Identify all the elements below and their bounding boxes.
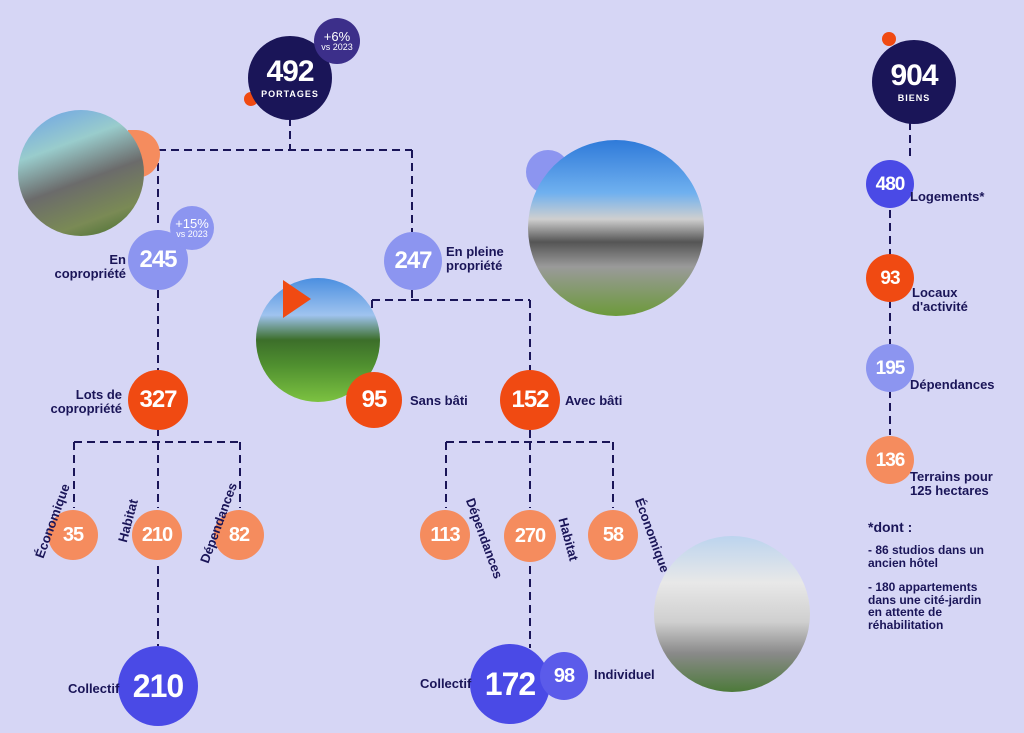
- biens-logements-node: 480: [866, 160, 914, 208]
- bati-habitat-node: 270: [504, 510, 556, 562]
- copropriete-value: 245: [139, 246, 177, 273]
- biens-logements-value: 480: [875, 173, 906, 195]
- copropriete-growth-pct: +15%: [175, 216, 209, 231]
- collectif-right-node: 172: [470, 644, 550, 724]
- lots-habitat-value: 210: [141, 524, 173, 546]
- copropriete-growth-badge: +15% vs 2023: [170, 206, 214, 250]
- lots-copropriete-label: Lots de copropriété: [50, 387, 122, 416]
- pleine-propriete-value: 247: [394, 247, 432, 274]
- biens-total-node: 904 BIENS: [872, 40, 956, 124]
- sans-bati-node: 95: [346, 372, 402, 428]
- pleine-propriete-node: 247: [384, 232, 442, 290]
- collectif-left-node: 210: [118, 646, 198, 726]
- pleine-propriete-label: En pleine propriété: [446, 244, 504, 273]
- sans-bati-value: 95: [361, 386, 388, 413]
- biens-logements-label: Logements*: [910, 189, 985, 204]
- red-accent-dot-right: [882, 32, 896, 46]
- biens-dependances-value: 195: [875, 357, 906, 379]
- lots-economique-value: 35: [62, 524, 84, 546]
- portages-total-node: 492 PORTAGES: [248, 36, 332, 120]
- play-triangle-icon: [283, 280, 311, 318]
- individuel-label: Individuel: [594, 667, 655, 682]
- bati-economique-value: 58: [602, 524, 624, 546]
- portages-growth-badge: +6% vs 2023: [314, 18, 360, 64]
- collectif-right-label: Collectif: [420, 676, 472, 691]
- bati-dependances-value: 113: [430, 524, 460, 546]
- biens-locaux-value: 93: [880, 267, 900, 289]
- portages-growth-ref: vs 2023: [321, 42, 353, 52]
- lots-habitat-node: 210: [132, 510, 182, 560]
- collectif-right-value: 172: [484, 666, 536, 702]
- lots-dependances-node: 82: [214, 510, 264, 560]
- biens-total-value: 904: [890, 59, 938, 92]
- portages-growth-pct: +6%: [323, 29, 351, 44]
- footnote-item: - 180 appartements dans une cité-jardin …: [868, 580, 982, 632]
- house-photo: [654, 536, 810, 692]
- portages-label: PORTAGES: [261, 89, 319, 99]
- office-building-photo: [528, 140, 704, 316]
- apartment-building-photo: [18, 110, 144, 236]
- footnote-title: *dont :: [868, 519, 913, 535]
- biens-label: BIENS: [897, 93, 931, 103]
- individuel-value: 98: [553, 665, 575, 687]
- portages-value: 492: [266, 55, 314, 88]
- bati-dependances-node: 113: [420, 510, 470, 560]
- biens-locaux-node: 93: [866, 254, 914, 302]
- avec-bati-value: 152: [511, 386, 549, 413]
- lots-copropriete-value: 327: [139, 386, 177, 413]
- biens-terrains-value: 136: [875, 449, 906, 471]
- biens-dependances-label: Dépendances: [910, 377, 995, 392]
- collectif-left-label: Collectif: [68, 681, 120, 696]
- lots-economique-node: 35: [48, 510, 98, 560]
- sans-bati-label: Sans bâti: [410, 393, 468, 408]
- collectif-left-value: 210: [132, 668, 184, 704]
- avec-bati-label: Avec bâti: [565, 393, 623, 408]
- lots-copropriete-node: 327: [128, 370, 188, 430]
- biens-terrains-label: Terrains pour 125 hectares: [910, 469, 993, 498]
- copropriete-growth-ref: vs 2023: [176, 229, 208, 239]
- individuel-node: 98: [540, 652, 588, 700]
- biens-locaux-label: Locaux d'activité: [912, 285, 968, 314]
- avec-bati-node: 152: [500, 370, 560, 430]
- bati-economique-node: 58: [588, 510, 638, 560]
- lots-dependances-value: 82: [228, 524, 250, 546]
- copropriete-label: En copropriété: [54, 252, 126, 281]
- bati-habitat-value: 270: [514, 525, 546, 547]
- footnote-item: - 86 studios dans un ancien hôtel: [868, 543, 985, 570]
- biens-dependances-node: 195: [866, 344, 914, 392]
- biens-terrains-node: 136: [866, 436, 914, 484]
